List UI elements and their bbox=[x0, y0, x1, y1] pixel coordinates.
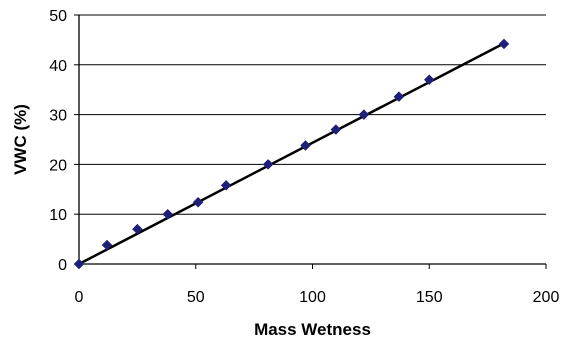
data-point-6 bbox=[262, 159, 274, 170]
trendline bbox=[78, 42, 505, 266]
x-axis-title: Mass Wetness bbox=[254, 320, 371, 339]
data-points bbox=[73, 38, 510, 270]
x-tick-label-1: 50 bbox=[187, 289, 205, 306]
data-point-12 bbox=[498, 38, 510, 50]
tick-labels: 0 10 20 30 40 50 0 50 100 150 200 bbox=[49, 8, 559, 306]
data-point-5 bbox=[220, 179, 232, 191]
y-tick-label-1: 10 bbox=[49, 207, 67, 224]
data-point-11 bbox=[423, 74, 435, 86]
y-tick-label-2: 20 bbox=[49, 157, 67, 174]
data-point-9 bbox=[358, 109, 370, 120]
data-point-10 bbox=[393, 91, 405, 103]
y-tick-label-5: 50 bbox=[49, 8, 67, 25]
data-point-1 bbox=[101, 239, 113, 251]
x-tick-label-4: 200 bbox=[533, 289, 560, 306]
x-tick-label-3: 150 bbox=[416, 289, 443, 306]
data-point-2 bbox=[132, 223, 143, 235]
y-axis-title: VWC (%) bbox=[11, 104, 30, 175]
data-point-3 bbox=[162, 208, 174, 220]
x-tick-label-0: 0 bbox=[75, 289, 84, 306]
grid-lines bbox=[79, 14, 546, 215]
y-tick-label-4: 40 bbox=[49, 58, 67, 75]
data-point-7 bbox=[300, 140, 311, 151]
y-tick-label-3: 30 bbox=[49, 108, 67, 125]
y-tick-label-0: 0 bbox=[58, 257, 67, 274]
data-point-0 bbox=[73, 258, 85, 270]
x-tick-label-2: 100 bbox=[299, 289, 326, 306]
trendline-group bbox=[78, 42, 505, 266]
data-point-8 bbox=[330, 124, 342, 135]
data-point-4 bbox=[192, 196, 204, 208]
